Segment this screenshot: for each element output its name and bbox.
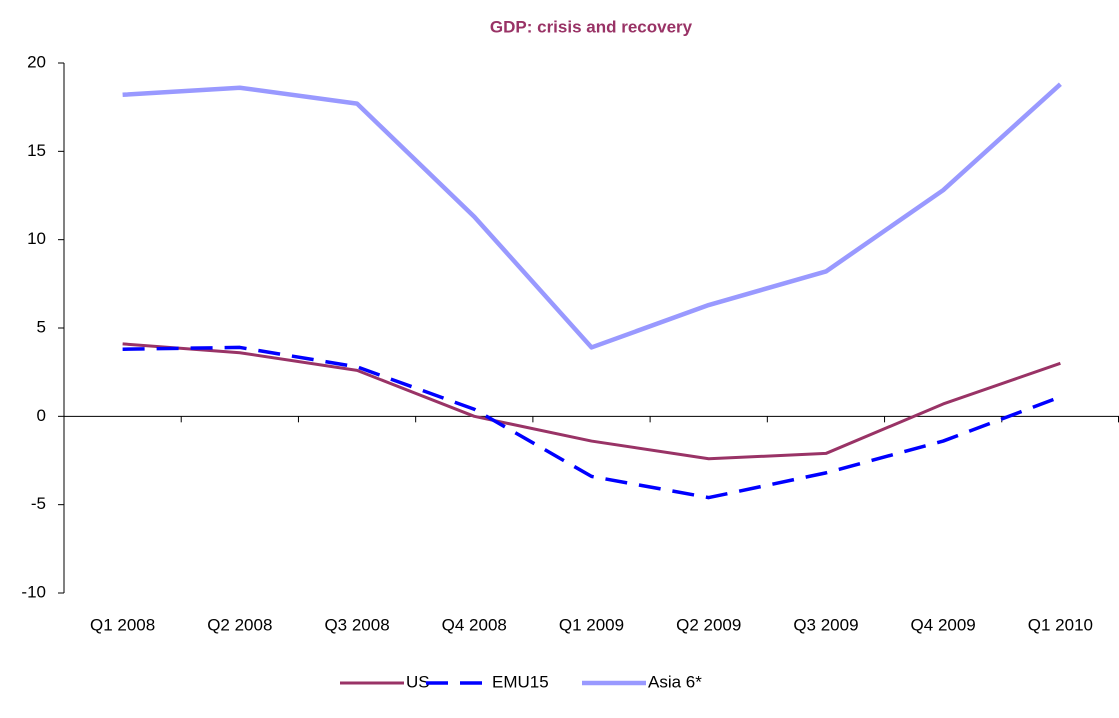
series-line: [122, 345, 1062, 500]
x-tick-label: Q1 2009: [559, 615, 624, 634]
y-tick-label: -10: [21, 582, 46, 601]
y-tick-label: -5: [31, 494, 46, 513]
legend-label: EMU15: [492, 672, 549, 691]
y-tick-label: 20: [27, 52, 46, 71]
y-tick-label: 5: [37, 317, 46, 336]
legend-label: US: [406, 672, 430, 691]
x-tick-label: Q3 2009: [793, 615, 858, 634]
series-line: [122, 82, 1062, 350]
x-tick-label: Q4 2009: [911, 615, 976, 634]
y-tick-label: 10: [27, 229, 46, 248]
y-tick-label: 0: [37, 406, 46, 425]
chart-title: GDP: crisis and recovery: [490, 17, 693, 36]
x-tick-label: Q2 2008: [207, 615, 272, 634]
legend-label: Asia 6*: [648, 672, 702, 691]
x-tick-label: Q3 2008: [324, 615, 389, 634]
series-line: [122, 342, 1061, 461]
x-tick-label: Q1 2008: [90, 615, 155, 634]
x-tick-label: Q2 2009: [676, 615, 741, 634]
y-tick-label: 15: [27, 141, 46, 160]
x-tick-label: Q1 2010: [1028, 615, 1093, 634]
x-tick-label: Q4 2008: [442, 615, 507, 634]
